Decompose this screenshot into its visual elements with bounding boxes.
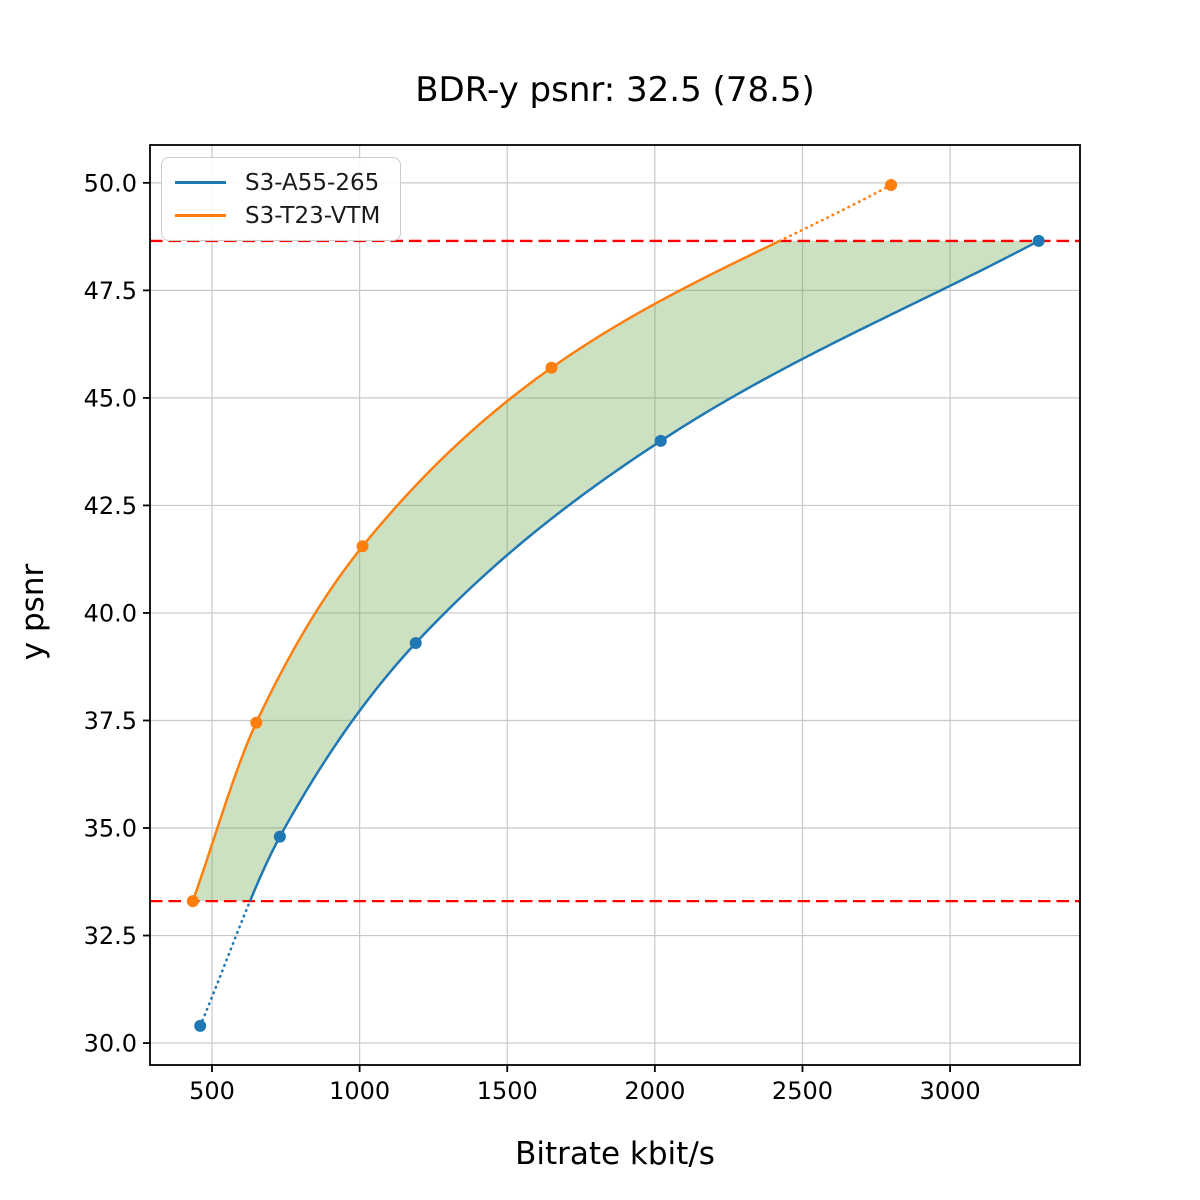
tick-label-y: 45.0 — [84, 384, 137, 412]
tick-label-y: 30.0 — [84, 1030, 137, 1058]
tick-label-x: 500 — [189, 1077, 235, 1105]
x-axis-label: Bitrate kbit/s — [515, 1136, 715, 1172]
y-axis-label: y psnr — [15, 563, 51, 661]
tick-label-y: 47.5 — [84, 277, 137, 305]
tick-label-y: 32.5 — [84, 922, 137, 950]
marker-S3-T23-VTM — [885, 179, 898, 191]
tick-label-x: 2000 — [624, 1077, 685, 1105]
series-line-dotted-S3-A55-265 — [198, 899, 252, 1028]
legend-line-sample-orange — [175, 213, 226, 218]
marker-S3-T23-VTM — [250, 716, 263, 729]
series-line-solid-S3-A55-265 — [248, 239, 1040, 902]
axes-spines — [149, 144, 1081, 1066]
legend: S3-A55-265 S3-T23-VTM — [161, 157, 402, 241]
marker-S3-T23-VTM — [545, 361, 558, 374]
tick-label-x: 2500 — [772, 1077, 833, 1105]
marker-S3-T23-VTM — [356, 540, 369, 553]
series-line-solid-S3-T23-VTM — [191, 239, 781, 902]
tick-label-x: 1500 — [477, 1077, 538, 1105]
tick-label-y: 42.5 — [84, 492, 137, 520]
legend-item-s3-a55-265: S3-A55-265 — [175, 166, 380, 199]
tick-label-x: 3000 — [920, 1077, 981, 1105]
tick-label-y: 40.0 — [84, 599, 137, 627]
legend-label-s3-a55-265: S3-A55-265 — [245, 169, 380, 196]
marker-S3-A55-265 — [194, 1019, 207, 1032]
tick-label-y: 35.0 — [84, 815, 137, 843]
tick-label-x: 1000 — [329, 1077, 390, 1105]
chart-title: BDR-y psnr: 32.5 (78.5) — [415, 70, 815, 110]
marker-S3-A55-265 — [273, 830, 286, 843]
tick-label-y: 37.5 — [84, 707, 137, 735]
legend-item-s3-t23-vtm: S3-T23-VTM — [175, 199, 380, 232]
marker-S3-A55-265 — [409, 637, 422, 650]
marker-S3-T23-VTM — [186, 895, 199, 908]
marker-S3-A55-265 — [1032, 234, 1045, 247]
legend-label-s3-t23-vtm: S3-T23-VTM — [245, 202, 381, 229]
shaded-bd-region — [192, 240, 1039, 902]
legend-line-sample-blue — [175, 180, 226, 185]
marker-S3-A55-265 — [654, 434, 667, 447]
series-line-dotted-S3-T23-VTM — [778, 183, 893, 243]
tick-label-y: 50.0 — [84, 169, 137, 197]
